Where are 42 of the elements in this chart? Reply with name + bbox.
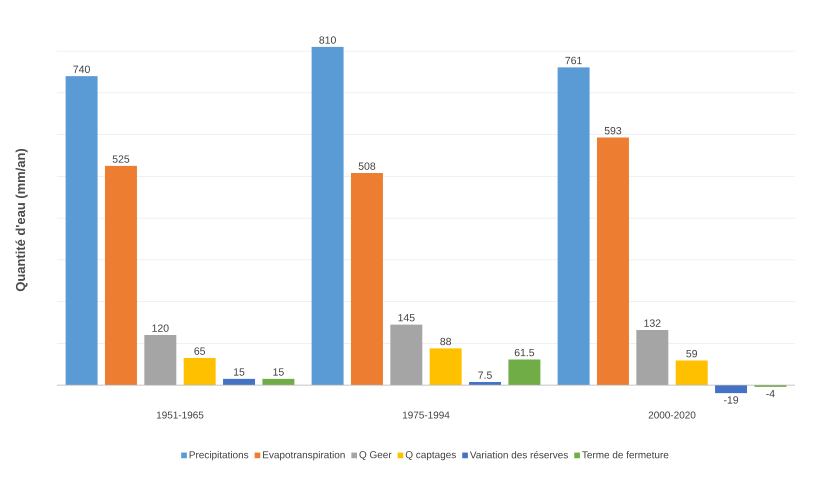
bar: [66, 76, 98, 386]
data-label: 59: [686, 350, 697, 358]
bar: [430, 348, 462, 386]
bar: [312, 46, 344, 386]
data-label: 15: [273, 368, 284, 376]
bar: [390, 324, 422, 386]
legend-label: Q Geer: [359, 451, 392, 460]
data-label: 88: [440, 338, 452, 346]
bar: [715, 385, 748, 394]
data-label: -19: [724, 396, 738, 404]
bar: [676, 360, 708, 386]
legend-label: Precipitations: [190, 451, 248, 460]
data-label: 132: [644, 319, 661, 327]
bar: [144, 335, 176, 386]
data-label: 15: [234, 368, 244, 376]
bar: [104, 166, 137, 386]
bar: [596, 138, 629, 386]
y-axis-title: Quantité d'eau (mm/an): [15, 148, 28, 292]
data-label: 810: [319, 36, 336, 44]
legend-label: Evapotranspiration: [263, 451, 345, 460]
data-label: 61.5: [514, 348, 534, 356]
data-label: 120: [152, 324, 169, 332]
data-label: 65: [194, 347, 206, 355]
legend-label: Variation des réserves: [470, 450, 568, 458]
bar: [558, 67, 590, 386]
data-label: 525: [112, 155, 130, 163]
data-label: 740: [73, 66, 90, 73]
bar: [184, 358, 216, 386]
data-label: -4: [766, 390, 775, 398]
data-label: 593: [604, 126, 622, 134]
legend-label: Q captages: [406, 451, 456, 460]
data-label: 508: [358, 162, 376, 170]
bar: [636, 330, 668, 386]
x-tick-label: 1951-1965: [156, 411, 204, 419]
x-tick-label: 1975-1994: [402, 411, 450, 419]
legend-label: Terme de fermeture: [582, 451, 668, 458]
bar: [350, 173, 383, 386]
x-tick-label: 2000-2020: [648, 411, 696, 419]
data-label: 7.5: [478, 372, 492, 379]
data-label: 761: [565, 56, 582, 64]
data-label: 145: [398, 314, 415, 322]
bar: [508, 359, 540, 386]
